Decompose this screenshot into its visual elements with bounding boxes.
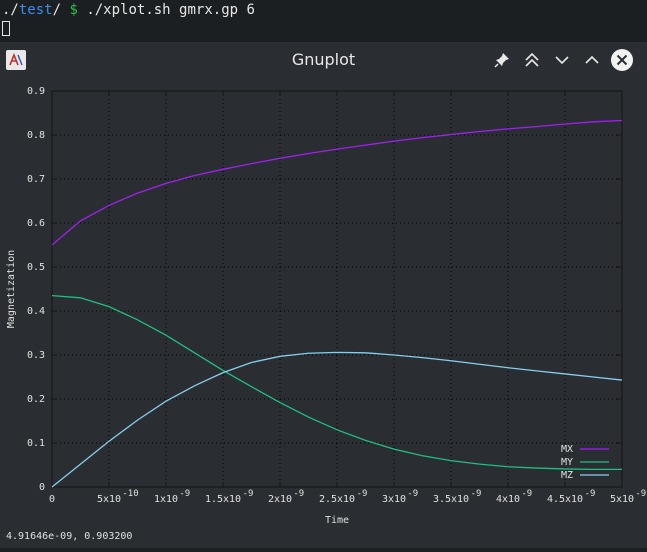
y-axis-label: Magnetization	[6, 250, 17, 328]
y-tick-label: 0.1	[27, 438, 45, 449]
x-tick-exponent: -9	[521, 489, 532, 499]
y-tick-label: 0.4	[27, 306, 45, 317]
plot-area[interactable]: 0 0.1 0.2 0.3 0.4 0.5 0.6 0.7 0.8 0.9 0 5x10 -10 1x10…	[0, 78, 647, 548]
terminal-prompt-symbol: $	[69, 2, 78, 18]
x-axis-label: Time	[325, 515, 349, 526]
maximize-button[interactable]	[580, 48, 604, 72]
maximize-icon	[585, 55, 599, 64]
x-tick-label: 5x10	[97, 494, 121, 505]
y-tick-label: 0.6	[27, 218, 45, 229]
pin-button[interactable]	[490, 48, 514, 72]
x-tick-label: 4x10	[496, 494, 520, 505]
chart-svg[interactable]: 00.10.20.30.40.50.60.70.80.90 5x10 -10 1x10…	[0, 78, 647, 548]
minimize-button[interactable]	[550, 48, 574, 72]
pin-icon	[494, 53, 509, 68]
legend-label-mx: MX	[561, 444, 573, 455]
terminal-dir-prefix: ./	[2, 2, 19, 18]
terminal-prompt-line: ./test/ $ ./xplot.sh gmrx.gp 6	[2, 2, 255, 18]
x-tick-label: 1x10	[154, 494, 178, 505]
x-tick-label: 3x10	[382, 494, 406, 505]
minimize-icon	[555, 56, 569, 65]
terminal-command: ./xplot.sh gmrx.gp 6	[86, 2, 255, 18]
series-line-mx	[51, 119, 623, 246]
status-coordinates: 4.91646e-09, 0.903200	[6, 531, 133, 542]
x-tick-exponent: -9	[243, 489, 254, 499]
x-tick-exponent: -10	[122, 489, 138, 499]
x-tick-exponent: -9	[471, 489, 482, 499]
keep-above-icon	[525, 52, 539, 67]
terminal-dir-name: test	[18, 2, 53, 18]
x-tick-exponent: -9	[585, 489, 596, 499]
plot-frame	[51, 90, 623, 488]
series-line-my	[51, 294, 622, 471]
terminal[interactable]: ./test/ $ ./xplot.sh gmrx.gp 6	[0, 0, 647, 42]
x-tick-label: 2.5x10	[319, 494, 355, 505]
close-icon	[611, 49, 633, 71]
x-tick-label: 5x10	[610, 494, 634, 505]
y-tick-label: 0.3	[27, 350, 45, 361]
series-line-mz	[51, 351, 623, 488]
x-tick-exponent: -9	[293, 489, 304, 499]
gnuplot-window[interactable]: Gnuplot	[0, 42, 647, 548]
y-tick-label: 0.5	[27, 262, 45, 273]
x-tick-exponent: -9	[635, 489, 646, 499]
window-titlebar[interactable]: Gnuplot	[0, 42, 647, 78]
x-tick-label: 0	[49, 494, 55, 505]
x-tick-exponent: -9	[407, 489, 418, 499]
x-tick-label: 4.5x10	[547, 494, 583, 505]
y-tick-label: 0.2	[27, 394, 45, 405]
x-tick-label: 1.5x10	[205, 494, 241, 505]
legend-label-mz: MZ	[561, 470, 573, 481]
x-tick-exponent: -9	[179, 489, 190, 499]
window-title: Gnuplot	[291, 50, 356, 69]
y-tick-label: 0.9	[27, 86, 45, 97]
y-tick-label: 0.8	[27, 130, 45, 141]
y-tick-label: 0	[39, 482, 45, 493]
terminal-cursor	[2, 21, 10, 36]
x-tick-label: 2x10	[268, 494, 292, 505]
legend-label-my: MY	[561, 457, 573, 468]
terminal-dir-suffix: /	[52, 2, 62, 18]
x-tick-exponent: -9	[357, 489, 368, 499]
keep-above-button[interactable]	[520, 48, 544, 72]
x-tick-label: 3.5x10	[433, 494, 469, 505]
gnuplot-app-icon[interactable]	[6, 50, 26, 70]
y-tick-label: 0.7	[27, 174, 45, 185]
close-button[interactable]	[610, 48, 634, 72]
